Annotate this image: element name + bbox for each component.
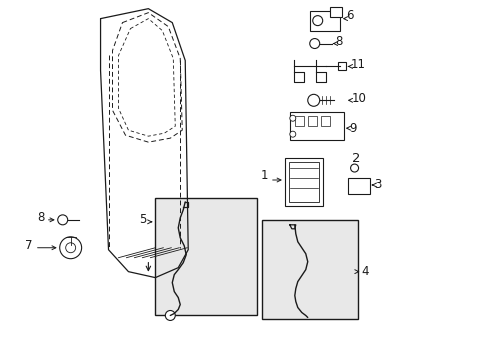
Bar [307,116,316,126]
Bar [329,7,341,17]
Text: 9: 9 [349,122,356,135]
Text: 4: 4 [361,265,368,278]
Text: 1: 1 [260,168,267,181]
Bar [294,116,303,126]
Circle shape [65,243,76,253]
Circle shape [289,131,295,137]
Circle shape [312,15,322,26]
Text: 5: 5 [139,213,146,226]
Text: 3: 3 [374,179,381,192]
Bar [347,178,369,194]
Text: 8: 8 [37,211,45,224]
Text: 2: 2 [351,152,359,165]
Circle shape [58,215,67,225]
Circle shape [289,115,295,121]
Circle shape [165,310,175,320]
Text: 11: 11 [350,58,365,71]
Bar [320,116,329,126]
Bar [288,162,318,202]
Circle shape [350,164,358,172]
Text: 8: 8 [335,35,342,48]
Bar [155,198,256,315]
Bar [262,220,357,319]
Bar [337,62,345,71]
Bar [289,112,343,140]
Bar [309,11,339,31]
Circle shape [307,94,319,106]
Text: 10: 10 [351,92,366,105]
Text: 6: 6 [346,9,353,22]
Circle shape [60,237,81,259]
Text: 7: 7 [25,239,33,252]
Circle shape [309,39,319,49]
Bar [285,158,322,206]
